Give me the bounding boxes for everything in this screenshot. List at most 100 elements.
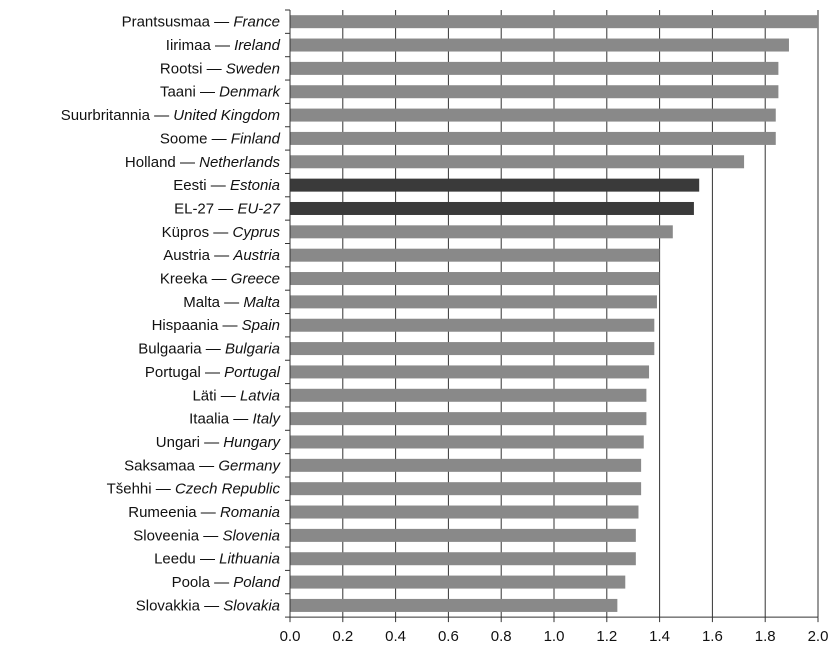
bar-hungary bbox=[290, 435, 644, 449]
axes bbox=[285, 9, 819, 623]
category-label-et: Tšehhi — bbox=[107, 481, 175, 498]
bar-lithuania bbox=[290, 552, 636, 566]
category-label-et: Rumeenia — bbox=[128, 504, 220, 521]
x-tick-label: 0.0 bbox=[280, 628, 301, 645]
category-label-et: Taani — bbox=[160, 84, 219, 101]
category-label: Holland — Netherlands bbox=[125, 154, 281, 171]
category-label-en: Estonia bbox=[230, 177, 280, 194]
category-label-et: Saksamaa — bbox=[124, 457, 218, 474]
category-label-et: Holland — bbox=[125, 154, 199, 171]
category-label-en: Bulgaria bbox=[225, 341, 280, 358]
bar-estonia bbox=[290, 178, 700, 192]
category-label-en: Italy bbox=[252, 411, 281, 428]
category-label-et: Iirimaa — bbox=[166, 37, 234, 54]
category-label-en: Lithuania bbox=[219, 551, 280, 568]
bar-spain bbox=[290, 318, 655, 332]
category-label-en: Spain bbox=[242, 317, 280, 334]
category-label-en: Germany bbox=[218, 457, 281, 474]
category-label: Kreeka — Greece bbox=[160, 271, 280, 288]
category-label-et: Soome — bbox=[160, 130, 231, 147]
category-label-en: Romania bbox=[220, 504, 280, 521]
category-label-en: Czech Republic bbox=[175, 481, 281, 498]
category-label-en: Cyprus bbox=[232, 224, 280, 241]
category-label: Poola — Poland bbox=[172, 574, 281, 591]
bar-italy bbox=[290, 412, 647, 426]
category-label-en: EU-27 bbox=[237, 200, 280, 217]
category-label-et: Küpros — bbox=[162, 224, 233, 241]
category-label: Itaalia — Italy bbox=[189, 411, 281, 428]
bars bbox=[290, 15, 818, 612]
category-label: Malta — Malta bbox=[183, 294, 280, 311]
category-label-en: Latvia bbox=[240, 387, 280, 404]
category-label-et: Itaalia — bbox=[189, 411, 252, 428]
x-tick-label: 1.6 bbox=[702, 628, 723, 645]
bar-denmark bbox=[290, 85, 779, 99]
category-label-et: Malta — bbox=[183, 294, 243, 311]
x-tick-label: 0.6 bbox=[438, 628, 459, 645]
category-label-et: Sloveenia — bbox=[133, 527, 222, 544]
category-label-en: Malta bbox=[243, 294, 280, 311]
category-label: Läti — Latvia bbox=[192, 387, 280, 404]
x-tick-label: 0.4 bbox=[385, 628, 406, 645]
category-label-en: United Kingdom bbox=[173, 107, 280, 124]
category-label: Hispaania — Spain bbox=[152, 317, 280, 334]
category-label-et: Bulgaaria — bbox=[138, 341, 225, 358]
category-label: Eesti — Estonia bbox=[173, 177, 280, 194]
bar-finland bbox=[290, 131, 776, 145]
bar-bulgaria bbox=[290, 342, 655, 356]
bar-united-kingdom bbox=[290, 108, 776, 122]
category-label-et: Portugal — bbox=[145, 364, 224, 381]
x-tick-label: 1.2 bbox=[596, 628, 617, 645]
bar-ireland bbox=[290, 38, 789, 52]
category-label-en: Denmark bbox=[219, 84, 281, 101]
category-labels: Prantsusmaa — France Iirimaa — Ireland Roo… bbox=[61, 14, 282, 615]
x-tick-label: 2.0 bbox=[808, 628, 829, 645]
category-label-et: Kreeka — bbox=[160, 271, 231, 288]
bar-latvia bbox=[290, 388, 647, 402]
category-label: Soome — Finland bbox=[160, 130, 281, 147]
x-tick-label: 1.8 bbox=[755, 628, 776, 645]
category-label-en: France bbox=[233, 14, 280, 31]
bar-greece bbox=[290, 272, 660, 286]
tick-labels: 0.0 0.2 0.4 0.6 0.8 1.0 1.2 1.4 1.6 1.8 2.0 bbox=[280, 628, 829, 645]
category-label-et: Poola — bbox=[172, 574, 234, 591]
category-label: Sloveenia — Slovenia bbox=[133, 527, 280, 544]
category-label-en: Portugal bbox=[224, 364, 281, 381]
category-label-en: Slovenia bbox=[222, 527, 280, 544]
category-label-et: Ungari — bbox=[156, 434, 224, 451]
category-label: Prantsusmaa — France bbox=[122, 14, 280, 31]
category-label: Rumeenia — Romania bbox=[128, 504, 280, 521]
category-label: Rootsi — Sweden bbox=[160, 60, 280, 77]
category-label-et: Prantsusmaa — bbox=[122, 14, 234, 31]
bar-czech-republic bbox=[290, 482, 642, 496]
category-label-et: Slovakkia — bbox=[136, 597, 224, 614]
bar-romania bbox=[290, 505, 639, 519]
category-label-en: Ireland bbox=[234, 37, 281, 54]
category-label-et: Austria — bbox=[163, 247, 233, 264]
category-label: Suurbritannia — United Kingdom bbox=[61, 107, 280, 124]
bar-malta bbox=[290, 295, 657, 309]
category-label: Ungari — Hungary bbox=[156, 434, 282, 451]
bar-france bbox=[290, 15, 818, 29]
category-label: Bulgaaria — Bulgaria bbox=[138, 341, 280, 358]
category-label: EL-27 — EU-27 bbox=[174, 200, 281, 217]
category-label: Tšehhi — Czech Republic bbox=[107, 481, 281, 498]
category-label-en: Slovakia bbox=[223, 597, 280, 614]
category-label: Portugal — Portugal bbox=[145, 364, 281, 381]
category-label: Küpros — Cyprus bbox=[162, 224, 281, 241]
bar-cyprus bbox=[290, 225, 673, 239]
category-label-et: Rootsi — bbox=[160, 60, 226, 77]
category-label: Slovakkia — Slovakia bbox=[136, 597, 280, 614]
category-label-et: Leedu — bbox=[154, 551, 219, 568]
category-label-et: Hispaania — bbox=[152, 317, 242, 334]
category-label-en: Austria bbox=[232, 247, 280, 264]
bar-slovenia bbox=[290, 528, 636, 542]
category-label-en: Sweden bbox=[226, 60, 280, 77]
bar-poland bbox=[290, 575, 626, 589]
bar-sweden bbox=[290, 61, 779, 75]
bar-netherlands bbox=[290, 155, 745, 169]
category-label-en: Finland bbox=[231, 130, 281, 147]
category-label: Taani — Denmark bbox=[160, 84, 282, 101]
x-tick-label: 0.8 bbox=[491, 628, 512, 645]
